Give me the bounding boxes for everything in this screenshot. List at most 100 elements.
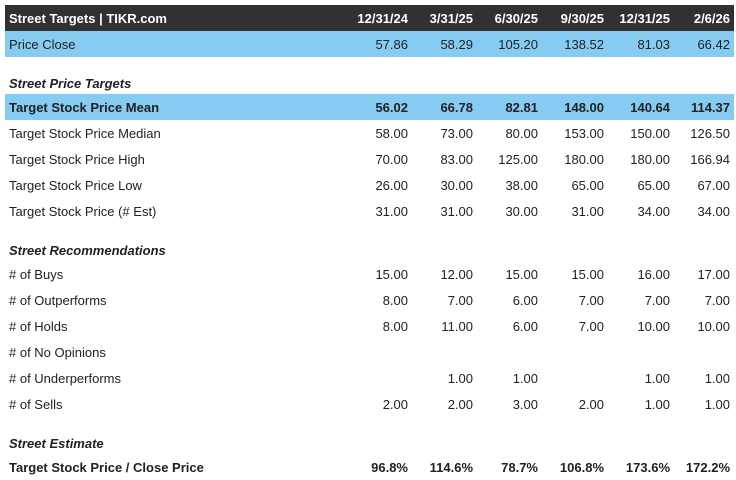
- cell-value: 1.00: [644, 370, 670, 386]
- cell-value: 173.6%: [625, 459, 670, 475]
- table-title: Street Targets | TIKR.com: [5, 5, 347, 31]
- section-street-estimate: Street Estimate: [5, 432, 734, 454]
- street-targets-table: Street Targets | TIKR.com 12/31/24 3/31/…: [5, 5, 734, 480]
- row-target-low[interactable]: Target Stock Price Low 26.00 30.00 38.00…: [5, 172, 734, 198]
- cell-value: 1.00: [704, 370, 730, 386]
- row-label: # of Buys: [9, 266, 64, 282]
- row-buys[interactable]: # of Buys 15.00 12.00 15.00 15.00 16.00 …: [5, 261, 734, 287]
- cell-value: 125.00: [498, 151, 538, 167]
- row-holds[interactable]: # of Holds 8.00 11.00 6.00 7.00 10.00 10…: [5, 313, 734, 339]
- row-label: # of Sells: [9, 396, 63, 412]
- row-label: # of Holds: [9, 318, 68, 334]
- cell-value: 65.00: [637, 177, 670, 193]
- cell-value: 105.20: [477, 31, 542, 57]
- cell-value: [674, 339, 734, 365]
- cell-value: 30.00: [505, 203, 538, 219]
- cell-value: 66.42: [674, 31, 734, 57]
- cell-value: 1.00: [512, 370, 538, 386]
- cell-value: [347, 339, 412, 365]
- cell-value: 172.2%: [685, 459, 730, 475]
- row-label: Target Stock Price High: [9, 151, 145, 167]
- row-no-opinions[interactable]: # of No Opinions: [5, 339, 734, 365]
- cell-value: 34.00: [637, 203, 670, 219]
- cell-value: 2.00: [382, 396, 408, 412]
- cell-value: 66.78: [412, 94, 477, 120]
- row-label: Price Close: [5, 31, 347, 57]
- cell-value: 15.00: [571, 266, 604, 282]
- cell-value: 15.00: [505, 266, 538, 282]
- cell-value: 138.52: [542, 31, 608, 57]
- row-label: # of Outperforms: [9, 292, 107, 308]
- cell-value: 11.00: [441, 318, 473, 334]
- cell-value: 180.00: [630, 151, 670, 167]
- row-target-median[interactable]: Target Stock Price Median 58.00 73.00 80…: [5, 120, 734, 146]
- column-header-date: 12/31/25: [608, 5, 674, 31]
- cell-value: 15.00: [375, 266, 408, 282]
- row-outperforms[interactable]: # of Outperforms 8.00 7.00 6.00 7.00 7.0…: [5, 287, 734, 313]
- spacer-row: [5, 417, 734, 432]
- cell-value: 1.00: [644, 396, 670, 412]
- cell-value: 6.00: [512, 318, 538, 334]
- row-target-num-est[interactable]: Target Stock Price (# Est) 31.00 31.00 3…: [5, 198, 734, 224]
- column-header-date: 2/6/26: [674, 5, 734, 31]
- cell-value: 16.00: [637, 266, 670, 282]
- cell-value: 57.86: [347, 31, 412, 57]
- cell-value: 65.00: [571, 177, 604, 193]
- cell-value: 80.00: [505, 125, 538, 141]
- cell-value: 81.03: [608, 31, 674, 57]
- cell-value: 12.00: [440, 266, 473, 282]
- cell-value: 58.00: [375, 125, 408, 141]
- cell-value: 17.00: [697, 266, 730, 282]
- cell-value: 78.7%: [501, 459, 538, 475]
- row-label: Target Stock Price / Close Price: [9, 459, 204, 475]
- cell-value: 114.6%: [429, 459, 473, 475]
- cell-value: 10.00: [697, 318, 730, 334]
- column-header-date: 3/31/25: [412, 5, 477, 31]
- row-target-close-ratio[interactable]: Target Stock Price / Close Price 96.8% 1…: [5, 454, 734, 480]
- column-header-date: 12/31/24: [347, 5, 412, 31]
- row-target-mean[interactable]: Target Stock Price Mean 56.02 66.78 82.8…: [5, 94, 734, 120]
- cell-value: 106.8%: [559, 459, 604, 475]
- row-label: Target Stock Price Low: [9, 177, 142, 193]
- cell-value: 73.00: [440, 125, 473, 141]
- row-label: Target Stock Price Mean: [5, 94, 347, 120]
- spacer-row: [5, 224, 734, 239]
- cell-value: 8.00: [382, 318, 408, 334]
- cell-value: 34.00: [697, 203, 730, 219]
- cell-value: 180.00: [564, 151, 604, 167]
- cell-value: 8.00: [382, 292, 408, 308]
- cell-value: 140.64: [608, 94, 674, 120]
- row-label: Target Stock Price Median: [9, 125, 161, 141]
- cell-value: 70.00: [375, 151, 408, 167]
- cell-value: 2.00: [578, 396, 604, 412]
- cell-value: 10.00: [637, 318, 670, 334]
- column-header-date: 9/30/25: [542, 5, 608, 31]
- cell-value: 7.00: [704, 292, 730, 308]
- cell-value: 7.00: [578, 318, 604, 334]
- row-price-close[interactable]: Price Close 57.86 58.29 105.20 138.52 81…: [5, 31, 734, 57]
- row-label: Target Stock Price (# Est): [9, 203, 157, 219]
- row-underperforms[interactable]: # of Underperforms 1.00 1.00 1.00 1.00: [5, 365, 734, 391]
- cell-value: 31.00: [440, 203, 473, 219]
- cell-value: [412, 339, 477, 365]
- row-sells[interactable]: # of Sells 2.00 2.00 3.00 2.00 1.00 1.00: [5, 391, 734, 417]
- row-target-high[interactable]: Target Stock Price High 70.00 83.00 125.…: [5, 146, 734, 172]
- column-header-date: 6/30/25: [477, 5, 542, 31]
- cell-value: 153.00: [564, 125, 604, 141]
- cell-value: 7.00: [644, 292, 670, 308]
- section-title: Street Recommendations: [9, 242, 166, 258]
- cell-value: 126.50: [690, 125, 730, 141]
- cell-value: 114.37: [674, 94, 734, 120]
- cell-value: 67.00: [697, 177, 730, 193]
- cell-value: 31.00: [571, 203, 604, 219]
- cell-value: 148.00: [542, 94, 608, 120]
- cell-value: 2.00: [447, 396, 473, 412]
- cell-value: 38.00: [505, 177, 538, 193]
- cell-value: 56.02: [347, 94, 412, 120]
- cell-value: 3.00: [512, 396, 538, 412]
- spacer-row: [5, 57, 734, 72]
- section-title: Street Estimate: [9, 435, 104, 451]
- cell-value: 6.00: [512, 292, 538, 308]
- cell-value: 30.00: [440, 177, 473, 193]
